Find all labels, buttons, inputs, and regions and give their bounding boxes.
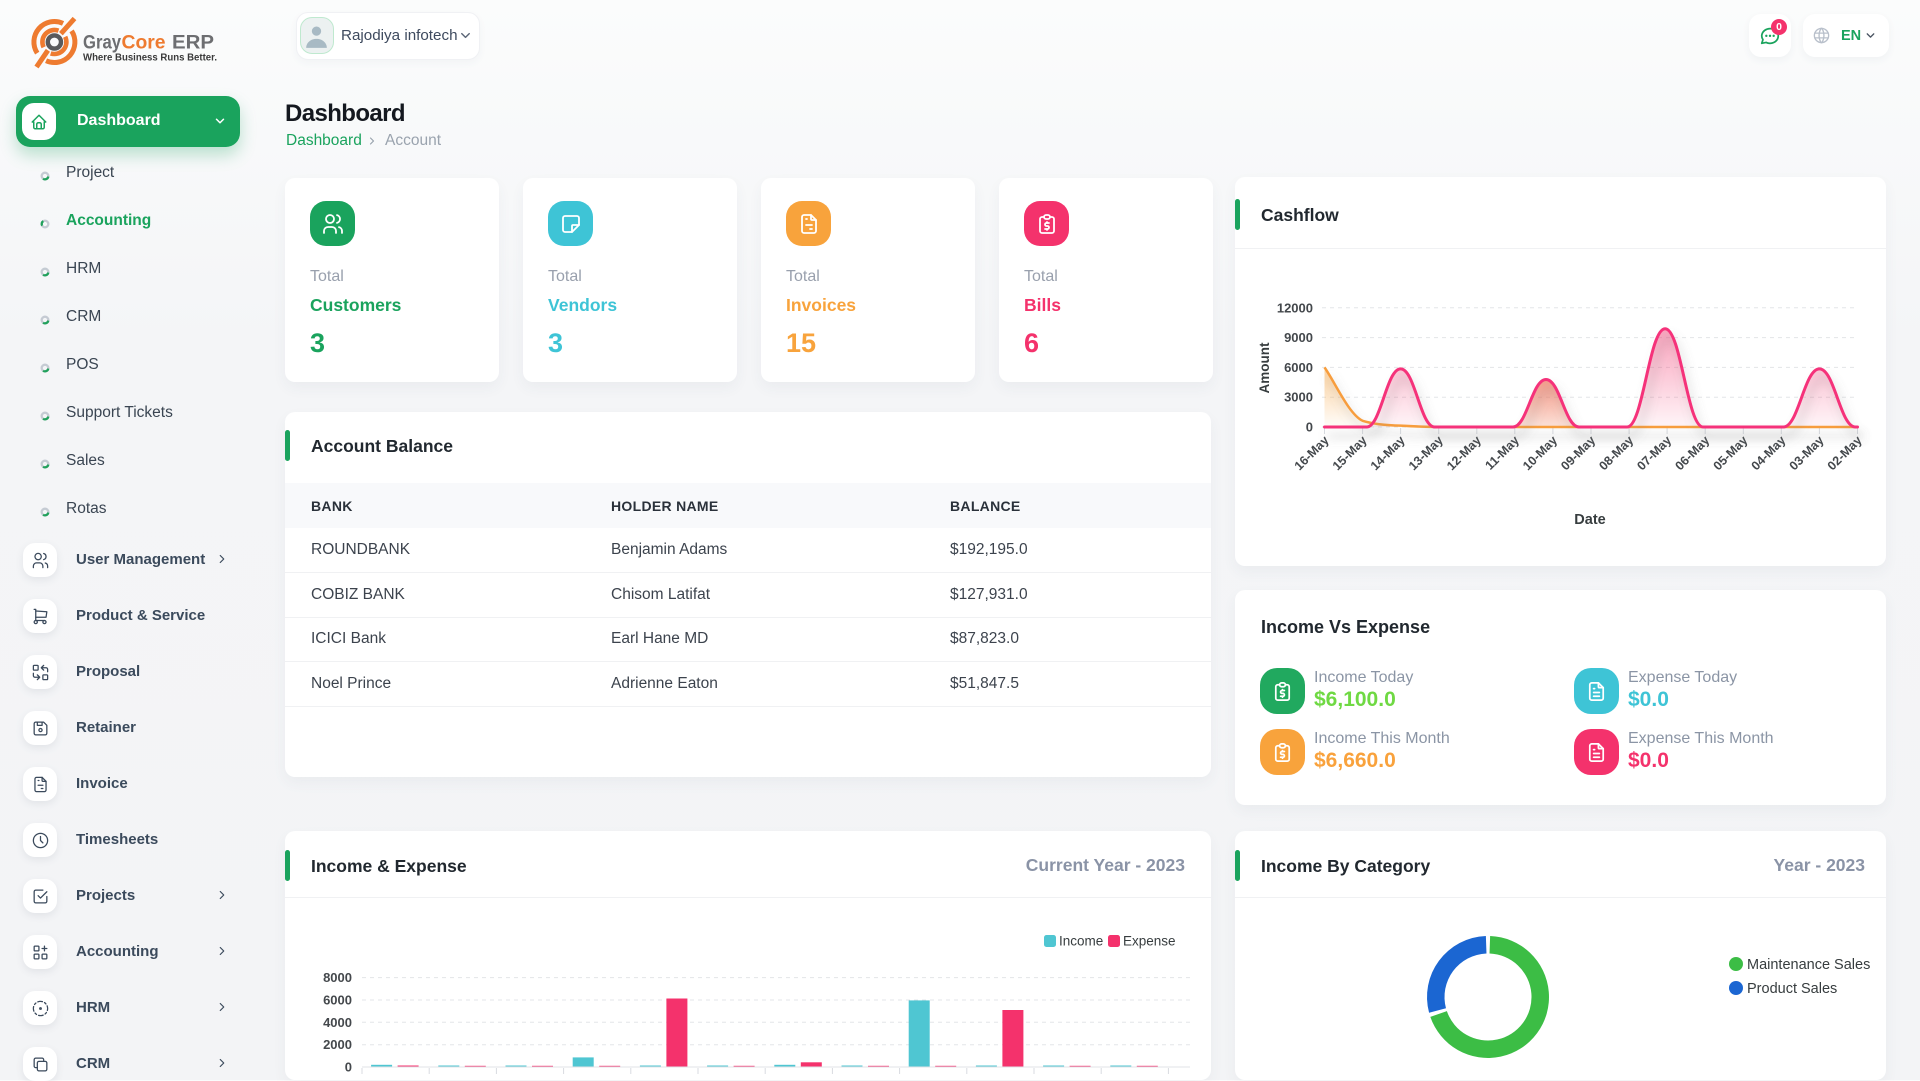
svg-text:Core: Core [122, 32, 166, 54]
svg-text:Amount: Amount [1257, 342, 1272, 393]
svg-text:0: 0 [1306, 420, 1313, 435]
svg-text:12000: 12000 [1277, 300, 1313, 315]
svg-text:2000: 2000 [323, 1037, 352, 1052]
svg-text:Where Business Runs Better.: Where Business Runs Better. [83, 52, 217, 64]
svg-text:Gray: Gray [83, 32, 121, 54]
svg-text:6000: 6000 [323, 993, 352, 1008]
svg-text:Date: Date [1574, 512, 1605, 528]
svg-text:9000: 9000 [1284, 330, 1313, 345]
svg-text:0: 0 [345, 1060, 352, 1075]
svg-text:8000: 8000 [323, 970, 352, 985]
svg-text:4000: 4000 [323, 1015, 352, 1030]
svg-text:ERP: ERP [172, 32, 214, 54]
svg-text:Product Sales: Product Sales [1747, 981, 1837, 997]
svg-text:3000: 3000 [1284, 390, 1313, 405]
svg-text:Income: Income [1059, 934, 1103, 949]
svg-text:6000: 6000 [1284, 360, 1313, 375]
svg-text:Expense: Expense [1123, 934, 1176, 949]
svg-text:Maintenance Sales: Maintenance Sales [1747, 957, 1870, 973]
